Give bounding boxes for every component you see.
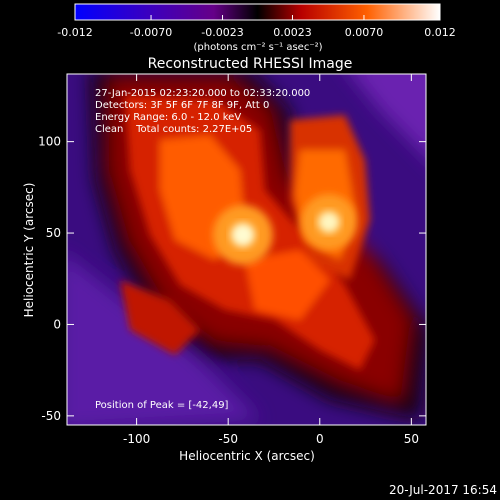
primary-peak-core: [230, 222, 255, 247]
peak-sources: [212, 194, 357, 265]
annotation-clean-counts: Clean Total counts: 2.27E+05: [95, 124, 252, 135]
colorbar: -0.012 -0.0070 -0.0023 0.0023 0.0070 0.012 (p…: [57, 3, 456, 53]
y-tick-label: -50: [41, 409, 61, 423]
y-tick-label: 0: [53, 317, 61, 331]
x-tick-label: -100: [123, 432, 150, 446]
x-tick-label: 50: [404, 432, 419, 446]
colorbar-tick-label: 0.012: [424, 26, 456, 39]
annotation-detectors: Detectors: 3F 5F 6F 7F 8F 9F, Att 0: [95, 100, 269, 111]
chart-title: Reconstructed RHESSI Image: [148, 56, 353, 72]
annotation-time-range: 27-Jan-2015 02:23:20.000 to 02:33:20.000: [95, 88, 310, 99]
colorbar-gradient: [74, 3, 441, 21]
secondary-peak-core: [317, 211, 340, 234]
colorbar-tick-label: -0.012: [57, 26, 92, 39]
annotation-block: 27-Jan-2015 02:23:20.000 to 02:33:20.000…: [95, 88, 310, 135]
plot-frame: [66, 73, 427, 426]
colorbar-tick-label: -0.0070: [130, 26, 172, 39]
colorbar-tick-label: -0.0023: [201, 26, 243, 39]
x-tick-label: -50: [218, 432, 238, 446]
annotation-energy-range: Energy Range: 6.0 - 12.0 keV: [95, 112, 241, 123]
y-axis-label: Heliocentric Y (arcsec): [22, 183, 36, 318]
axis-ticks: -100 -50 0 50 -50 0 50 100: [38, 74, 426, 446]
colorbar-units: (photons cm⁻² s⁻¹ asec⁻²): [193, 42, 322, 53]
colorbar-tick-label: 0.0070: [345, 26, 384, 39]
peak-position-label: Position of Peak = [-42,49]: [95, 400, 229, 411]
y-tick-label: 50: [46, 226, 61, 240]
colorbar-tick-label: 0.0023: [273, 26, 312, 39]
plot-area: [67, 74, 426, 425]
y-tick-label: 100: [38, 135, 61, 149]
footer-timestamp: 20-Jul-2017 16:54: [389, 483, 497, 497]
x-tick-label: 0: [316, 432, 324, 446]
x-axis-label: Heliocentric X (arcsec): [179, 449, 315, 463]
colorbar-ticks: -0.012 -0.0070 -0.0023 0.0023 0.0070 0.012: [57, 15, 456, 39]
